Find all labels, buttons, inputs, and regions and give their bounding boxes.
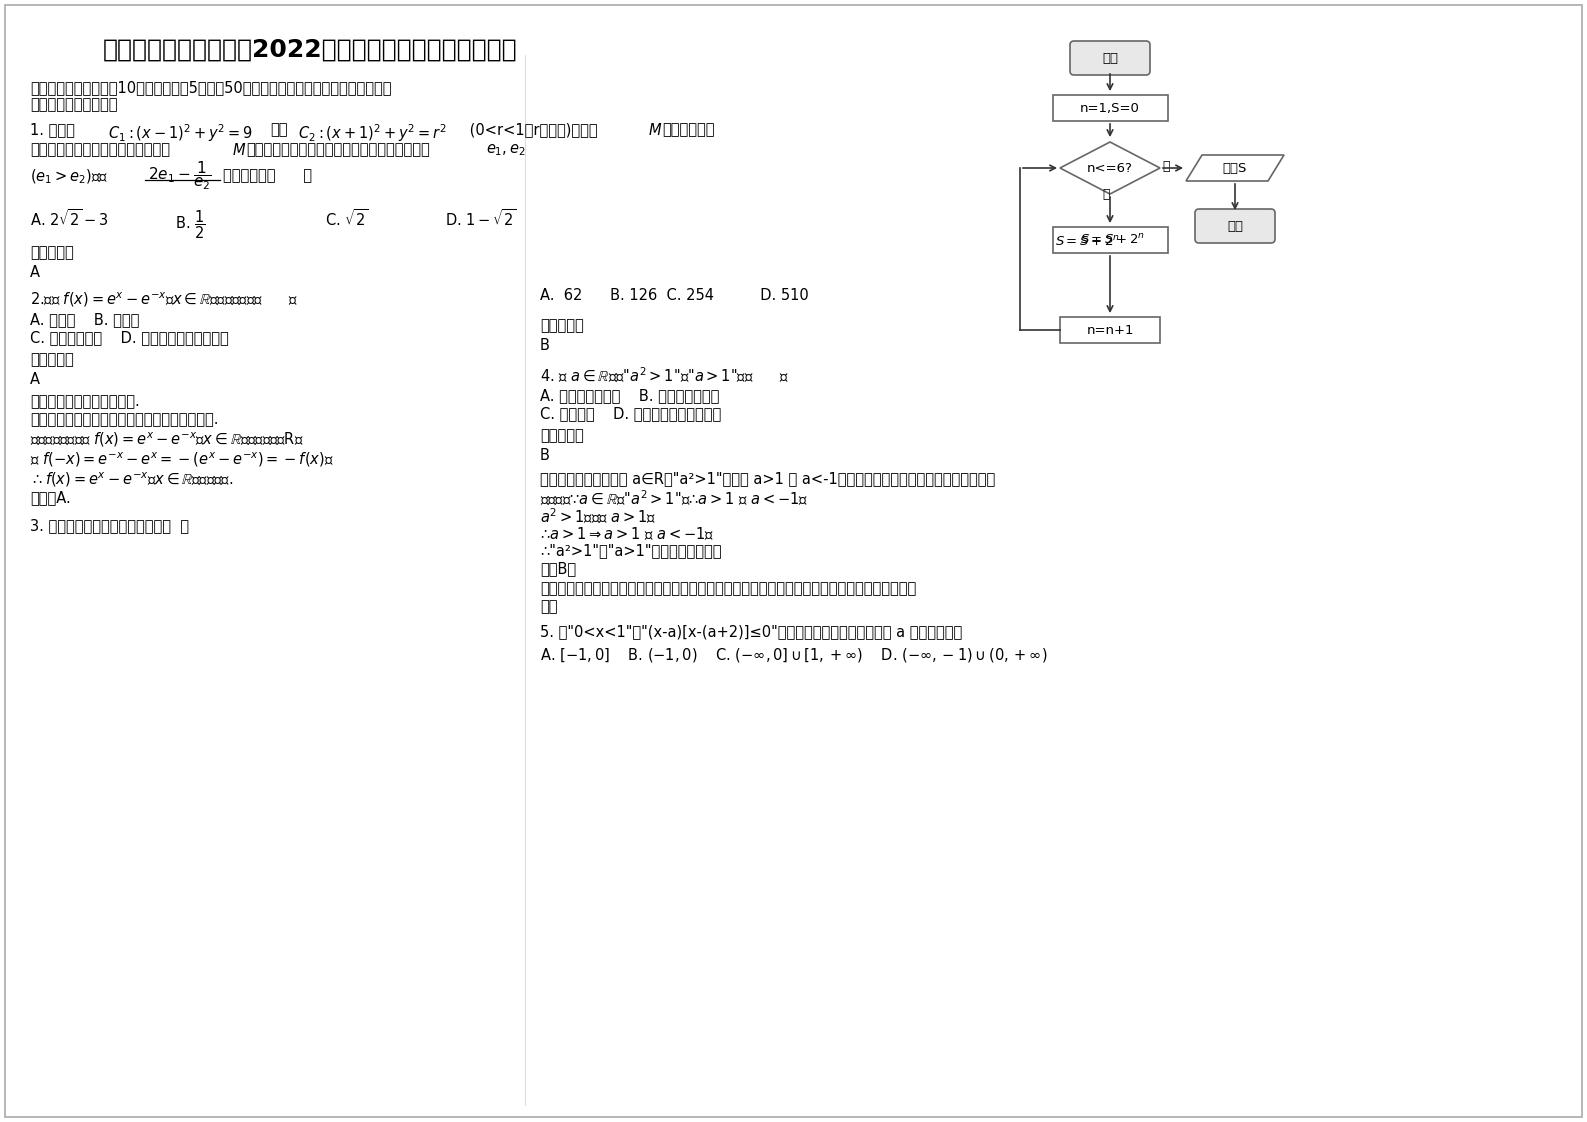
Text: B. $\dfrac{1}{2}$: B. $\dfrac{1}{2}$ bbox=[175, 208, 206, 240]
Text: ∴$a>1\Rightarrow a>1$ 或 $a<-1$；: ∴$a>1\Rightarrow a>1$ 或 $a<-1$； bbox=[540, 525, 714, 542]
Polygon shape bbox=[1060, 142, 1160, 194]
Text: n=n+1: n=n+1 bbox=[1086, 323, 1133, 337]
Text: A. $2\sqrt{2}-3$: A. $2\sqrt{2}-3$ bbox=[30, 208, 108, 229]
Text: D. $1-\sqrt{2}$: D. $1-\sqrt{2}$ bbox=[444, 208, 517, 229]
Text: （包括内切和外切两种），动圆圆心: （包括内切和外切两种），动圆圆心 bbox=[30, 142, 170, 157]
Text: $C_2:(x+1)^2+y^2=r^2$: $C_2:(x+1)^2+y^2=r^2$ bbox=[298, 122, 448, 144]
Text: A.  62      B. 126  C. 254          D. 510: A. 62 B. 126 C. 254 D. 510 bbox=[540, 288, 809, 303]
Text: 的最小值为（      ）: 的最小值为（ ） bbox=[224, 168, 313, 183]
Text: 参考答案：: 参考答案： bbox=[30, 352, 73, 367]
Text: 题；: 题； bbox=[540, 599, 557, 614]
Text: 否: 否 bbox=[1162, 160, 1170, 173]
Text: $C_1:(x-1)^2+y^2=9$: $C_1:(x-1)^2+y^2=9$ bbox=[108, 122, 252, 144]
Text: 2.函数 $f(x)=e^x-e^{-x}$（$x\in\mathbb{R}$）的奇偶性是（      ）: 2.函数 $f(x)=e^x-e^{-x}$（$x\in\mathbb{R}$）… bbox=[30, 289, 298, 309]
Text: 【解答】∵$a\in\mathbb{R}$，"$a^2>1$"，∴$a>1$ 或 $a<-1$；: 【解答】∵$a\in\mathbb{R}$，"$a^2>1$"，∴$a>1$ 或… bbox=[540, 489, 808, 508]
Text: A: A bbox=[30, 373, 40, 387]
Text: B: B bbox=[540, 338, 549, 353]
Text: A. $[-1,0]$    B. $(-1,0)$    C. $(-\infty,0]\cup[1,+\infty)$    D. $(-\infty,-1: A. $[-1,0]$ B. $(-1,0)$ C. $(-\infty,0]\… bbox=[540, 646, 1047, 664]
Text: A. 奇函数    B. 偶函数: A. 奇函数 B. 偶函数 bbox=[30, 312, 140, 327]
Text: A: A bbox=[30, 265, 40, 280]
Text: 则 $f(-x)=e^{-x}-e^{x}=-(e^x-e^{-x})=-f(x)$，: 则 $f(-x)=e^{-x}-e^{x}=-(e^x-e^{-x})=-f(x… bbox=[30, 450, 333, 469]
Text: 四川省内江市龙会中学2022年高三数学理模拟试题含解析: 四川省内江市龙会中学2022年高三数学理模拟试题含解析 bbox=[103, 38, 517, 62]
Text: 故选：A.: 故选：A. bbox=[30, 490, 71, 505]
Text: $e_1,e_2$: $e_1,e_2$ bbox=[486, 142, 525, 158]
Bar bbox=[1052, 227, 1168, 252]
Text: 5. 若"0<x<1"是"(x-a)[x-(a+2)]≤0"的充分而不必要条件，则实数 a 的取值范围是: 5. 若"0<x<1"是"(x-a)[x-(a+2)]≤0"的充分而不必要条件，… bbox=[540, 624, 962, 640]
Text: C. 非奇非偶函数    D. 既是奇函数也是偶函数: C. 非奇非偶函数 D. 既是奇函数也是偶函数 bbox=[30, 330, 229, 344]
Text: 结束: 结束 bbox=[1227, 220, 1243, 232]
Text: 【考点】函数奇偶性的判断.: 【考点】函数奇偶性的判断. bbox=[30, 394, 140, 410]
Text: 4. 设 $a\in\mathbb{R}$，则"$a^2>1$"是"$a>1$"的（      ）: 4. 设 $a\in\mathbb{R}$，则"$a^2>1$"是"$a>1$"… bbox=[540, 366, 789, 386]
Text: 参考答案：: 参考答案： bbox=[30, 245, 73, 260]
Text: n=1,S=0: n=1,S=0 bbox=[1081, 101, 1139, 114]
Text: 【解答】解：函数 $f(x)=e^x-e^{-x}$（$x\in\mathbb{R}$）的定义域为R，: 【解答】解：函数 $f(x)=e^x-e^{-x}$（$x\in\mathbb{… bbox=[30, 430, 303, 449]
Text: B: B bbox=[540, 448, 549, 463]
Text: C. 充要条件    D. 既非充分又非必要条件: C. 充要条件 D. 既非充分又非必要条件 bbox=[540, 406, 720, 421]
Text: C. $\sqrt{2}$: C. $\sqrt{2}$ bbox=[325, 208, 368, 229]
Text: 开始: 开始 bbox=[1101, 52, 1117, 64]
Text: A. 充分不必要条件    B. 必要不充分条件: A. 充分不必要条件 B. 必要不充分条件 bbox=[540, 388, 719, 403]
Text: 【分析】根据已知条件 a∈R，"a²>1"，解出 a>1 或 a<-1，再根据充分必要条件的定义进行判断；: 【分析】根据已知条件 a∈R，"a²>1"，解出 a>1 或 a<-1，再根据充… bbox=[540, 471, 995, 486]
Text: $a^2>1$，可得 $a>1$，: $a^2>1$，可得 $a>1$， bbox=[540, 507, 657, 526]
Text: n<=6?: n<=6? bbox=[1087, 162, 1133, 175]
Text: $(e_1>e_2)$，则: $(e_1>e_2)$，则 bbox=[30, 168, 108, 186]
Text: ∴"a²>1"是"a>1"必要不充分条件；: ∴"a²>1"是"a>1"必要不充分条件； bbox=[540, 543, 722, 558]
Text: 故选B；: 故选B； bbox=[540, 561, 576, 576]
Text: 3. 右面的程序框图输出的数值为（  ）: 3. 右面的程序框图输出的数值为（ ） bbox=[30, 518, 189, 533]
Text: 是: 是 bbox=[1101, 188, 1109, 201]
Text: $2e_1-\dfrac{1}{e_2}$: $2e_1-\dfrac{1}{e_2}$ bbox=[148, 160, 211, 193]
Text: 【分析】直接利用函数的奇偶性的定义定义判断.: 【分析】直接利用函数的奇偶性的定义定义判断. bbox=[30, 412, 219, 427]
Bar bbox=[1052, 95, 1168, 121]
Text: (0<r<1，r是常数)，动圆: (0<r<1，r是常数)，动圆 bbox=[465, 122, 598, 137]
Text: $S=S+2^n$: $S=S+2^n$ bbox=[1081, 233, 1146, 247]
Bar bbox=[1060, 318, 1160, 343]
Text: 【点评】此题主要考查充分必要条件的定义，解题的关键是能够正确求解不等式，此题是一道基础: 【点评】此题主要考查充分必要条件的定义，解题的关键是能够正确求解不等式，此题是一… bbox=[540, 581, 916, 596]
Polygon shape bbox=[1185, 155, 1284, 181]
Text: 参考答案：: 参考答案： bbox=[540, 318, 584, 333]
Text: $S=S+2^n$: $S=S+2^n$ bbox=[1055, 234, 1120, 249]
Text: $\therefore f(x)=e^x-e^{-x}$（$x\in\mathbb{R}$）是奇函数.: $\therefore f(x)=e^x-e^{-x}$（$x\in\mathb… bbox=[30, 470, 233, 488]
Text: 是一个符合题目要求的: 是一个符合题目要求的 bbox=[30, 96, 117, 112]
Text: $M$: $M$ bbox=[232, 142, 246, 158]
FancyBboxPatch shape bbox=[1195, 209, 1274, 243]
Text: 1. 已知圆: 1. 已知圆 bbox=[30, 122, 75, 137]
Text: 与两圆都相切: 与两圆都相切 bbox=[662, 122, 714, 137]
FancyBboxPatch shape bbox=[1070, 42, 1151, 75]
Text: 输出S: 输出S bbox=[1224, 162, 1247, 175]
Text: 一、选择题：本大题共10小题，每小题5分，共50分。在每小题给出的四个选项中，只有: 一、选择题：本大题共10小题，每小题5分，共50分。在每小题给出的四个选项中，只… bbox=[30, 80, 392, 95]
Text: $M$: $M$ bbox=[647, 122, 662, 138]
Text: 的轨迹是两个椭圆，这两个椭圆的离心率分别为: 的轨迹是两个椭圆，这两个椭圆的离心率分别为 bbox=[246, 142, 430, 157]
Text: 参考答案：: 参考答案： bbox=[540, 427, 584, 443]
Text: 及圆: 及圆 bbox=[270, 122, 287, 137]
